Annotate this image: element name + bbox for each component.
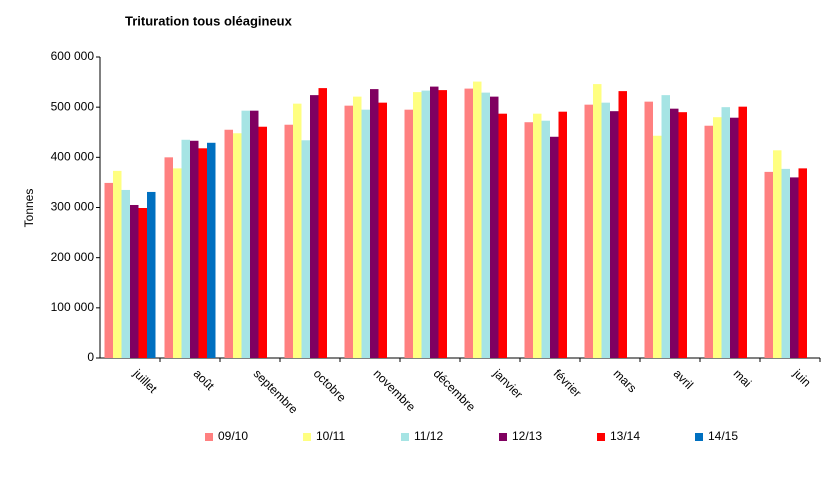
legend-swatch [695, 433, 703, 441]
bar [764, 171, 773, 358]
bar [207, 142, 216, 358]
bar [730, 117, 739, 359]
legend-swatch [303, 433, 311, 441]
y-tick-label: 0 [87, 350, 94, 364]
bar [404, 109, 413, 358]
bar [593, 84, 602, 358]
bar [738, 106, 747, 358]
bar [653, 135, 662, 358]
bar [798, 168, 807, 358]
bar [164, 157, 173, 358]
legend-swatch [597, 433, 605, 441]
bar [644, 101, 653, 359]
bar [301, 140, 310, 358]
x-tick-label: août [191, 366, 218, 393]
bar [584, 104, 593, 359]
y-axis-label: Tonnes [22, 189, 36, 228]
legend-label: 13/14 [610, 429, 640, 443]
bar [781, 168, 790, 358]
x-tick-label: juin [790, 366, 814, 390]
bar [490, 96, 499, 359]
y-tick-label: 600 000 [51, 49, 95, 63]
legend-label: 14/15 [708, 429, 738, 443]
bar [173, 168, 182, 358]
x-tick-label: mai [731, 366, 755, 390]
chart-title: Trituration tous oléagineux [125, 13, 293, 28]
bar [430, 86, 439, 359]
legend-swatch [205, 433, 213, 441]
bar [233, 133, 242, 358]
legend-label: 12/13 [512, 429, 542, 443]
bar [318, 88, 327, 358]
bar [121, 189, 130, 358]
legend-label: 10/11 [316, 429, 345, 443]
bar [378, 102, 387, 358]
y-tick-label: 200 000 [51, 250, 95, 264]
bar [104, 182, 113, 358]
x-tick-label: juillet [130, 366, 160, 396]
bar [258, 126, 267, 359]
bar [601, 102, 610, 358]
bar [284, 124, 293, 358]
bar [438, 90, 447, 359]
bar [464, 88, 473, 358]
bar [541, 120, 550, 358]
bar [524, 122, 533, 358]
bar [713, 117, 722, 358]
bar [147, 191, 156, 358]
bar [293, 103, 302, 358]
x-tick-label: septembre [251, 366, 301, 416]
bar [138, 208, 147, 358]
x-tick-label: novembre [371, 366, 419, 414]
bar [241, 110, 250, 358]
x-tick-label: octobre [311, 366, 349, 404]
bar [558, 111, 567, 358]
bar [198, 148, 207, 358]
bar [773, 150, 782, 358]
x-tick-label: avril [671, 366, 696, 391]
bar [413, 92, 422, 358]
legend-swatch [401, 433, 409, 441]
bar [661, 95, 670, 359]
bar [550, 136, 559, 358]
bar [533, 113, 542, 359]
bar [250, 110, 259, 358]
x-tick-label: février [551, 366, 584, 399]
bar [130, 204, 139, 358]
bar [310, 95, 319, 359]
legend-label: 11/12 [414, 429, 443, 443]
bar [344, 105, 353, 358]
bar [618, 91, 627, 358]
bar [610, 111, 619, 359]
bar [361, 109, 370, 358]
legend-swatch [499, 433, 507, 441]
y-tick-label: 100 000 [51, 300, 95, 314]
bar [181, 139, 190, 358]
bar [481, 92, 490, 358]
bar [113, 170, 122, 358]
bar [370, 89, 379, 359]
bar [353, 96, 362, 359]
x-tick-label: janvier [490, 366, 526, 402]
bar [670, 108, 679, 359]
legend-label: 09/10 [218, 429, 248, 443]
bar [224, 129, 233, 358]
x-tick-label: mars [611, 366, 640, 395]
bar [190, 140, 199, 358]
x-tick-label: décembre [431, 366, 479, 414]
bar [790, 177, 799, 358]
y-tick-label: 400 000 [51, 150, 95, 164]
bar [704, 125, 713, 358]
bar [473, 81, 482, 358]
bar [721, 107, 730, 359]
bar [421, 90, 430, 358]
bar [498, 113, 507, 359]
y-tick-label: 500 000 [51, 99, 95, 113]
y-tick-label: 300 000 [51, 200, 95, 214]
bar [678, 112, 687, 358]
